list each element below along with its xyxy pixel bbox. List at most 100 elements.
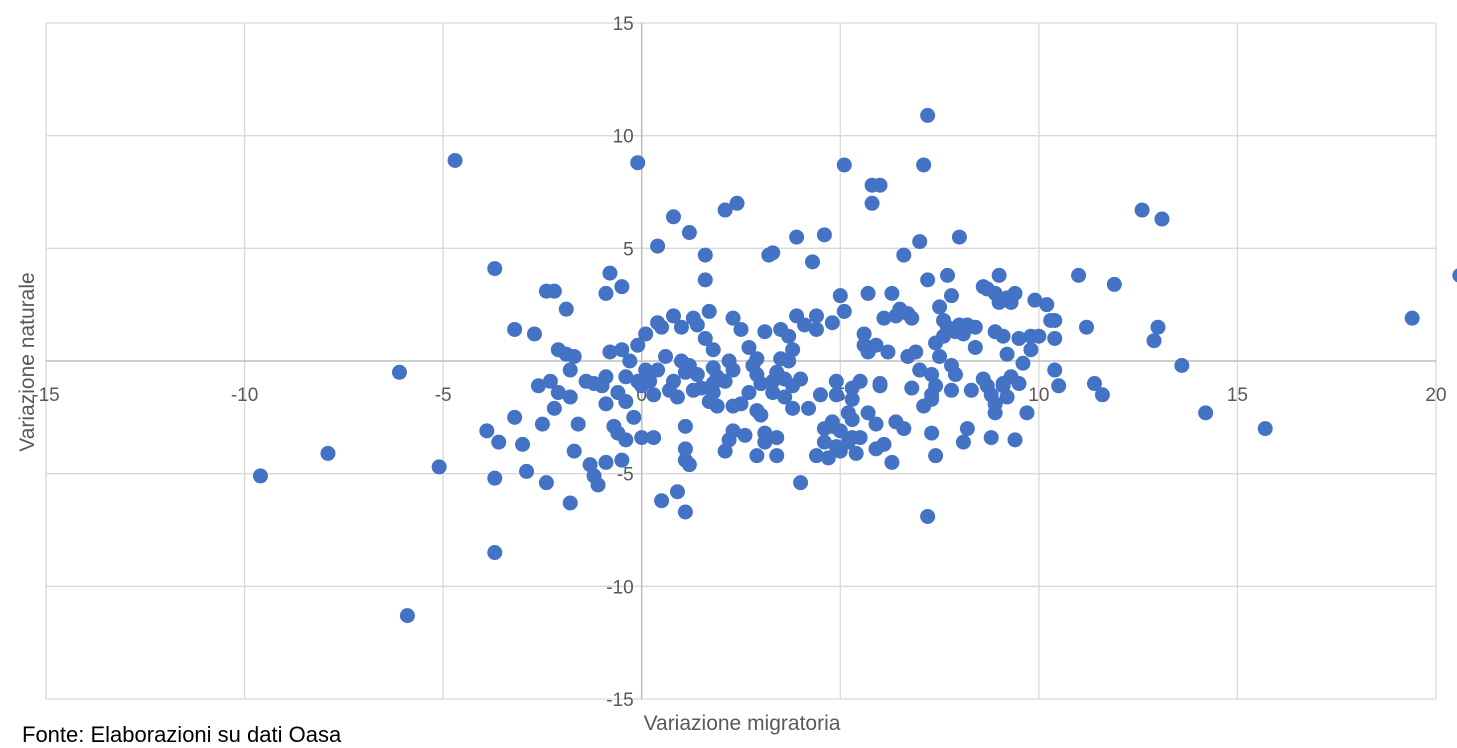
data-point (538, 475, 554, 491)
x-tick-label: -10 (231, 385, 258, 406)
data-point (491, 434, 507, 450)
data-point (1015, 355, 1031, 371)
data-point (638, 362, 654, 378)
data-point (983, 430, 999, 446)
x-tick-label: 0 (636, 385, 647, 406)
data-point (804, 254, 820, 270)
data-point (920, 107, 936, 123)
data-point (844, 412, 860, 428)
data-point (602, 265, 618, 281)
data-point (399, 608, 415, 624)
data-point (665, 373, 681, 389)
data-point (650, 362, 666, 378)
data-point (598, 285, 614, 301)
data-point (570, 416, 586, 432)
data-point (725, 310, 741, 326)
data-point (943, 382, 959, 398)
data-point (999, 346, 1015, 362)
data-point (753, 376, 769, 392)
data-point (876, 310, 892, 326)
data-point (737, 427, 753, 443)
data-point (320, 445, 336, 461)
data-point (860, 405, 876, 421)
data-point (669, 484, 685, 500)
data-point (928, 448, 944, 464)
tick-labels: -15-10-505101520-15-10-5051015 (32, 14, 1446, 711)
data-point (832, 288, 848, 304)
data-point (1154, 211, 1170, 227)
data-point (896, 247, 912, 263)
data-point (872, 177, 888, 193)
y-tick-label: 15 (613, 14, 634, 35)
data-point (562, 362, 578, 378)
x-axis-title: Variazione migratoria (644, 712, 841, 735)
y-tick-label: -10 (606, 577, 633, 598)
data-point (785, 400, 801, 416)
data-point (916, 157, 932, 173)
data-point (697, 247, 713, 263)
data-point (884, 285, 900, 301)
data-point (991, 267, 1007, 283)
data-point (785, 342, 801, 358)
data-point (920, 508, 936, 524)
data-point (1452, 268, 1457, 283)
data-point (598, 396, 614, 412)
data-point (618, 394, 634, 410)
data-point (848, 445, 864, 461)
data-point (1007, 285, 1023, 301)
data-point (836, 157, 852, 173)
data-point (904, 380, 920, 396)
data-point (1047, 312, 1063, 328)
data-point (705, 342, 721, 358)
data-point (689, 317, 705, 333)
data-point (634, 430, 650, 446)
data-point (725, 423, 741, 439)
data-point (765, 245, 781, 261)
y-tick-label: -15 (606, 690, 633, 711)
data-point (709, 398, 725, 414)
data-point (665, 209, 681, 225)
data-point (777, 389, 793, 405)
data-point (1094, 387, 1110, 403)
data-point (654, 493, 670, 509)
data-point (542, 373, 558, 389)
data-point (1257, 421, 1273, 437)
data-point (741, 339, 757, 355)
data-point (951, 229, 967, 245)
data-point (912, 362, 928, 378)
data-point (590, 477, 606, 493)
data-point (733, 396, 749, 412)
data-point (852, 430, 868, 446)
data-point (1047, 330, 1063, 346)
data-point (566, 348, 582, 364)
data-point (797, 317, 813, 333)
data-point (665, 308, 681, 324)
data-point (530, 378, 546, 394)
data-point (967, 339, 983, 355)
data-point (1023, 342, 1039, 358)
data-point (864, 195, 880, 211)
data-point (546, 400, 562, 416)
data-point (562, 389, 578, 405)
y-tick-label: -5 (617, 465, 634, 486)
data-point (614, 279, 630, 295)
y-tick-label: 10 (613, 127, 634, 148)
data-point (614, 452, 630, 468)
x-tick-label: -5 (435, 385, 452, 406)
data-point (812, 387, 828, 403)
data-point (987, 396, 1003, 412)
data-point (697, 330, 713, 346)
data-point (526, 326, 542, 342)
data-point (673, 319, 689, 335)
data-point (1146, 333, 1162, 349)
data-point (836, 303, 852, 319)
data-point (693, 380, 709, 396)
data-point (963, 382, 979, 398)
data-point (725, 362, 741, 378)
data-point (932, 299, 948, 315)
data-point (1027, 292, 1043, 308)
data-point (1051, 378, 1067, 394)
data-point (920, 272, 936, 288)
data-point (598, 454, 614, 470)
